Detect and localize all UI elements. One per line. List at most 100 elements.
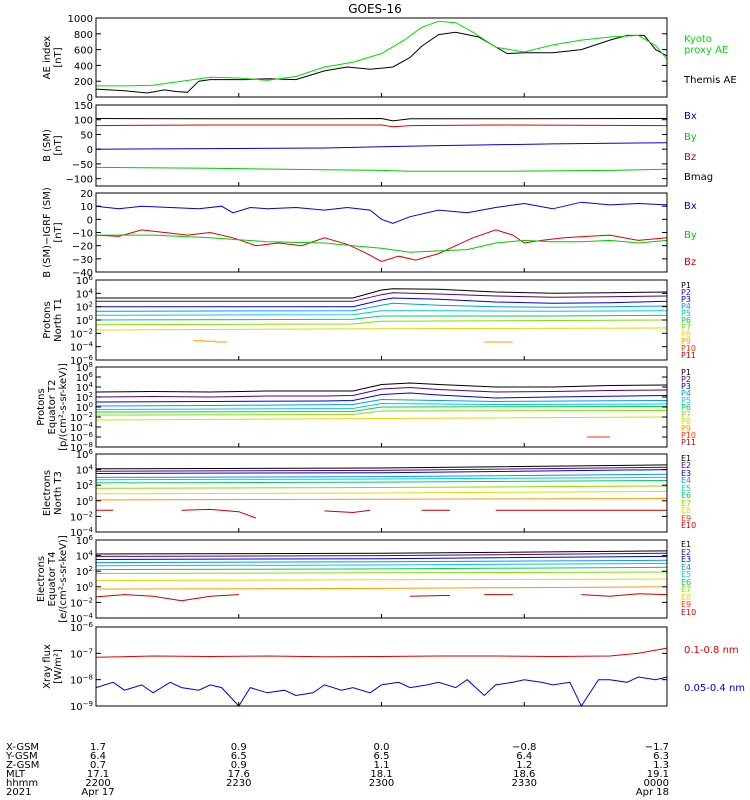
y-tick-label: 0 (87, 215, 93, 226)
legend-entry: P1 (681, 368, 691, 377)
figure-title: GOES-16 (348, 2, 402, 16)
y-tick-label: −40 (72, 268, 93, 279)
legend-entry: E10 (681, 521, 696, 530)
legend-entry: E9 (681, 514, 691, 523)
y-tick-label: 100 (76, 495, 93, 508)
series-line (95, 480, 668, 484)
orbit-value: 2230 (226, 778, 251, 789)
y-tick-label: 106 (76, 534, 94, 547)
y-tick-label: 104 (76, 464, 94, 477)
y-axis-label: B (SM)[nT] (42, 129, 64, 162)
orbit-value: 17.6 (228, 769, 250, 780)
legend-entry: P7 (681, 323, 691, 332)
legend-entry: E7 (681, 585, 691, 594)
y-tick-label: −100 (66, 175, 93, 186)
y-axis-label: ProtonsNorth T1 (42, 298, 64, 342)
series-line (95, 485, 668, 489)
series-line (95, 473, 668, 478)
y-axis-label: Xray flux[W/m²] (42, 644, 64, 689)
legend-entry: E5 (681, 484, 691, 493)
orbit-value: 6.5 (231, 751, 247, 762)
y-tick-label: −20 (72, 242, 93, 253)
series-line (95, 555, 668, 560)
legend-entry: E5 (681, 570, 691, 579)
series-line (95, 124, 668, 128)
series-line (95, 676, 668, 708)
legend-entry: E9 (681, 600, 691, 609)
series-line (95, 392, 668, 403)
legend-entry: E4 (681, 476, 691, 485)
legend-entry: By (684, 132, 697, 143)
panel-frame (95, 104, 668, 187)
y-tick-label: −10 (72, 229, 93, 240)
series-line (95, 586, 668, 590)
orbit-value: 6.4 (90, 751, 106, 762)
legend-entry: P9 (681, 424, 691, 433)
orbit-value: 17.1 (87, 769, 109, 780)
series-line (95, 490, 668, 495)
series-line (96, 20, 668, 87)
series-line (95, 469, 668, 474)
legend-entry: P5 (681, 309, 691, 318)
legend-entry: E8 (681, 593, 691, 602)
y-tick-label: 10−8 (70, 674, 93, 687)
legend-entry: P4 (681, 302, 691, 311)
orbit-table: X-GSMY-GSMZ-GSMMLThhmm20211.76.40.717.12… (5, 742, 669, 798)
orbit-value: Apr 17 (81, 787, 114, 798)
y-tick-label: 10−7 (70, 647, 93, 660)
y-tick-label: 50 (80, 130, 93, 141)
legend-entry: Themis AE (683, 75, 737, 86)
series-line (324, 509, 371, 514)
panel-8: 10−9 10−8 10−7 10−6 Xray flux[W/m²] 0.1-0.8 n… (42, 621, 745, 713)
y-tick-label: 106 (76, 274, 94, 287)
legend-entry: Kyoto (684, 34, 712, 45)
orbit-value: 6.4 (516, 751, 532, 762)
legend-entry: P3 (681, 295, 691, 304)
orbit-value: 6.5 (374, 751, 390, 762)
orbit-value: 2200 (85, 778, 110, 789)
orbit-value: 1.7 (90, 742, 106, 753)
series-line (95, 201, 668, 224)
y-axis-label: ElectronsNorth T3 (42, 470, 64, 516)
series-line (95, 319, 668, 326)
series-line (95, 647, 668, 658)
legend-entry: P11 (681, 351, 696, 360)
orbit-row-label: Z-GSM (6, 760, 39, 771)
series-line (95, 31, 668, 94)
y-tick-label: 104 (76, 287, 94, 300)
legend-entry: By (684, 230, 697, 241)
orbit-value: 0.9 (231, 760, 247, 771)
legend-entry: Bmag (684, 172, 713, 183)
series-line (410, 594, 451, 597)
series-line (95, 310, 668, 316)
series-line (95, 562, 668, 567)
legend-entry: E3 (681, 555, 691, 564)
legend-entry: E2 (681, 548, 691, 557)
y-tick-label: 10−4 (70, 341, 94, 354)
y-tick-label: 10−6 (70, 621, 94, 634)
orbit-value: 0000 (644, 778, 669, 789)
series-line (95, 466, 668, 472)
legend-entry: P7 (681, 410, 691, 419)
panel-2: −100 −50 0 50 100 150 B (SM)[nT] Bx By Bz Bmag (42, 101, 713, 187)
y-tick-label: 150 (74, 101, 93, 112)
series-line (96, 234, 668, 253)
orbit-value: 1.1 (374, 760, 390, 771)
series-line (95, 464, 668, 470)
panel-frame (95, 17, 668, 98)
legend-entry: P8 (681, 417, 691, 426)
y-axis-label: ProtonsEquator T2[p/(cm²-s-sr-keV)] (36, 363, 69, 451)
legend-entry: P1 (681, 281, 691, 290)
series-line (95, 578, 668, 582)
y-tick-label: 200 (74, 77, 93, 88)
orbit-row-label: hhmm (6, 778, 38, 789)
y-axis-label: ElectronsEquator T4[e/(cm²-s-sr-keV)] (36, 535, 69, 623)
orbit-value: 1.2 (516, 760, 532, 771)
y-tick-label: 0 (87, 145, 93, 156)
orbit-row-label: X-GSM (6, 742, 39, 753)
legend-entry: P5 (681, 396, 691, 405)
legend-entry: E6 (681, 491, 691, 500)
panel-3: −40 −30 −20 −10 0 10 20 B (SM)−IGRF (SM)[nT] Bx B… (42, 187, 697, 279)
